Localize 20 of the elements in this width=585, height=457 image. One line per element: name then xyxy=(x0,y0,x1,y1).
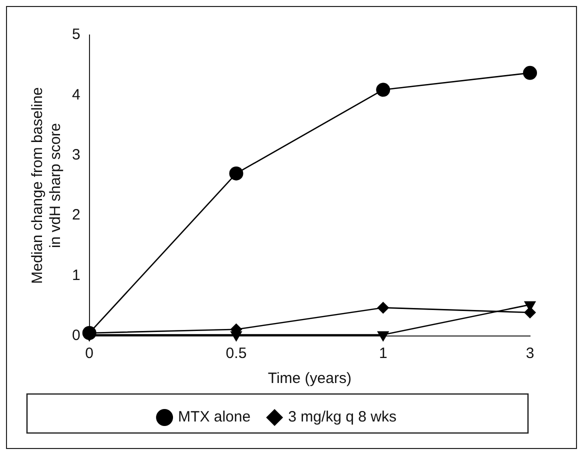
y-tick-label: 2 xyxy=(72,206,80,224)
point xyxy=(524,306,536,319)
x-axis-title: Time (years) xyxy=(268,370,352,388)
x-tick-label: 0.5 xyxy=(226,345,247,362)
y-tick-label: 5 xyxy=(72,26,80,44)
point xyxy=(229,166,244,180)
point xyxy=(377,302,390,314)
y-tick-label: 0 xyxy=(72,327,80,344)
x-tick-label: 0 xyxy=(85,345,94,362)
x-tick-label: 3 xyxy=(526,345,534,362)
y-axis-title: Median change from baseline in vdH sharp score xyxy=(29,87,64,284)
y-tick-label: 1 xyxy=(72,266,80,284)
y-tick-label: 4 xyxy=(72,86,80,104)
legend-label: MTX alone xyxy=(178,408,251,426)
x-tick-label: 1 xyxy=(378,345,388,362)
y-tick-label: 3 xyxy=(72,146,80,164)
point xyxy=(376,82,390,97)
point xyxy=(523,66,537,80)
legend-label: 3 mg/kg q 8 wks xyxy=(288,408,396,426)
point xyxy=(377,331,390,342)
